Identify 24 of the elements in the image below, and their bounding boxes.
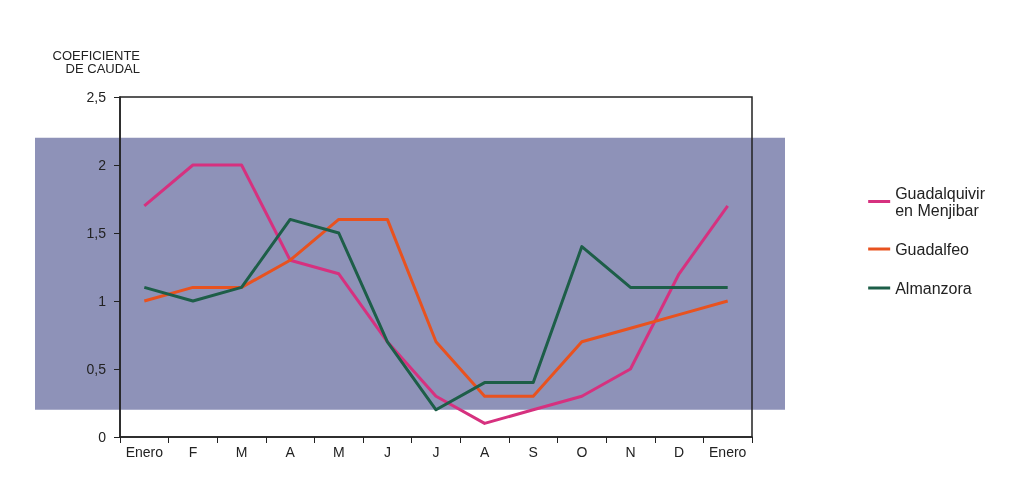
y-tick-label: 1,5 [86, 225, 107, 241]
legend-label: Guadalquivir en Menjibar [895, 184, 986, 219]
y-tick-label: 2,5 [86, 89, 107, 105]
y-axis-title: COEFICIENTE DE CAUDAL [52, 48, 141, 76]
x-tick-label: D [674, 444, 685, 460]
x-tick-label: A [479, 444, 490, 460]
x-tick-label: J [432, 444, 440, 460]
x-tick-label: M [235, 444, 248, 460]
x-tick-label: A [285, 444, 296, 460]
line-series [142, 163, 730, 425]
y-tick-label: 1 [98, 293, 107, 309]
x-tick-label: F [188, 444, 198, 460]
x-tick-label: Enero [709, 444, 747, 460]
legend-label: Almanzora [895, 279, 972, 297]
y-tick-label: 2 [98, 157, 107, 173]
legend-label: Guadalfeo [895, 240, 970, 258]
x-tick-label: N [625, 444, 636, 460]
x-tick-label: J [383, 444, 391, 460]
y-tick-label: 0,5 [86, 361, 107, 377]
y-tick-label: 0 [98, 429, 107, 445]
x-tick-label: Enero [125, 444, 164, 460]
x-tick-label: S [528, 444, 538, 460]
x-tick-label: O [576, 444, 588, 460]
x-tick-label: M [332, 444, 345, 460]
